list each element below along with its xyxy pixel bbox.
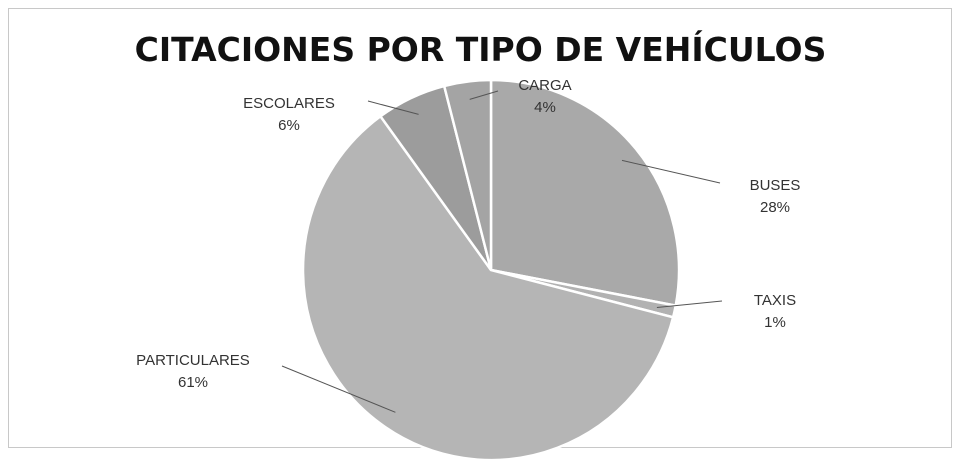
leader-line-taxis	[656, 300, 723, 308]
chart-title: CITACIONES POR TIPO DE VEHÍCULOS	[134, 30, 827, 69]
slice-percent-particulares: 61%	[178, 374, 208, 391]
slice-percent-carga: 4%	[534, 99, 556, 116]
pie-slice-buses	[489, 78, 681, 308]
slice-label-particulares: PARTICULARES	[136, 352, 250, 369]
slice-percent-taxis: 1%	[764, 314, 786, 331]
pie-slice-particulares	[301, 114, 675, 459]
leader-line-escolares	[367, 100, 419, 115]
slice-label-taxis: TAXIS	[754, 292, 796, 309]
slice-percent-escolares: 6%	[278, 117, 300, 134]
leader-line-carga	[469, 90, 499, 100]
slice-label-buses: BUSES	[750, 177, 801, 194]
slice-label-escolares: ESCOLARES	[243, 95, 335, 112]
slice-percent-buses: 28%	[760, 199, 790, 216]
pie-slice-carga	[442, 78, 493, 271]
leader-line-particulares	[281, 365, 396, 413]
slice-label-carga: CARGA	[518, 77, 571, 94]
leader-line-buses	[621, 159, 721, 184]
